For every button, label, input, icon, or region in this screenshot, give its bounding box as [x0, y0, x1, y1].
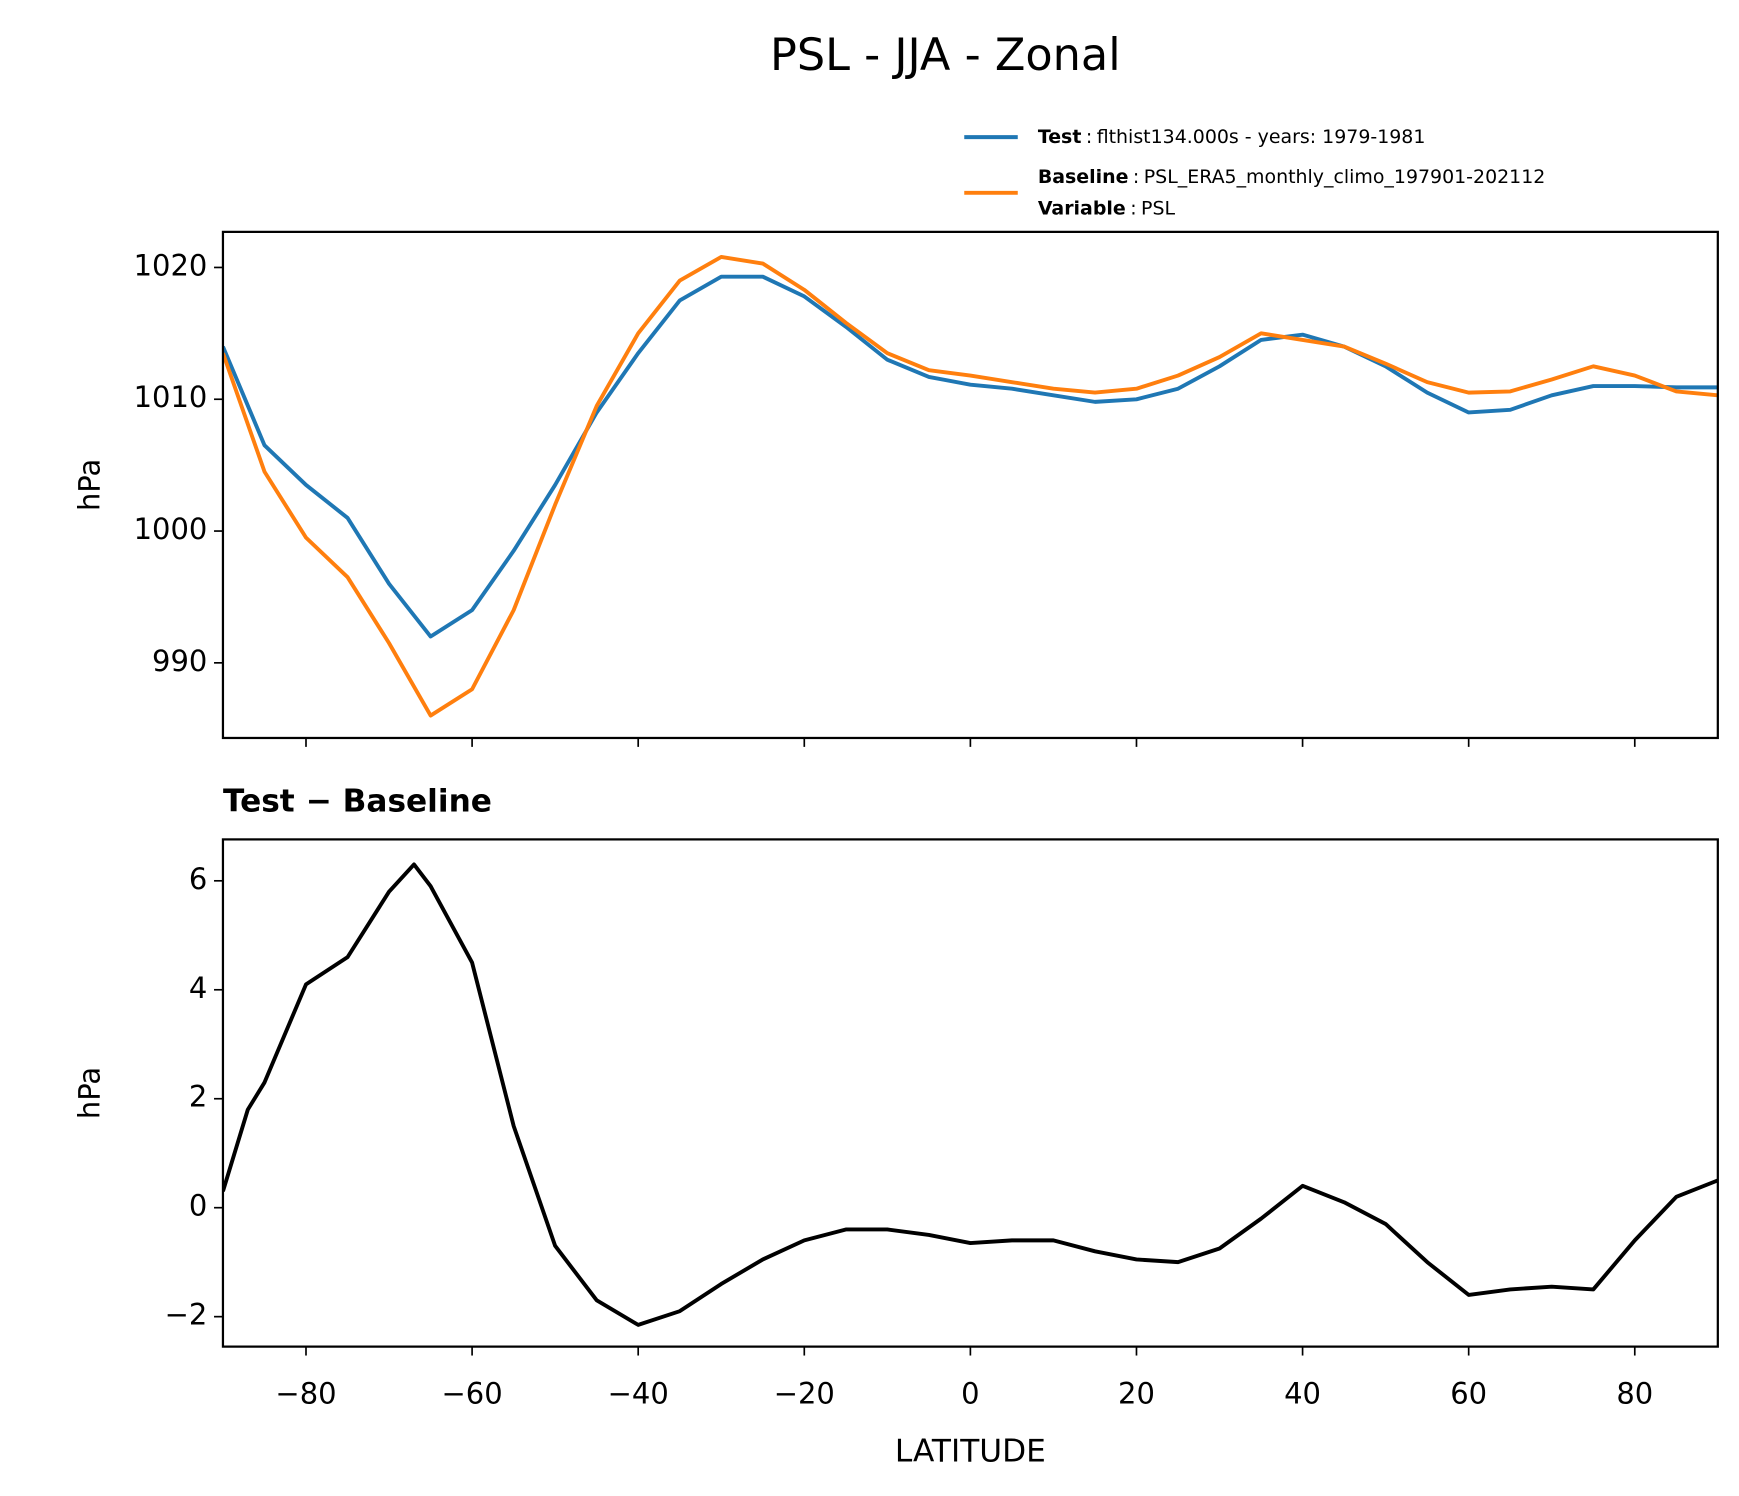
- legend-name: Baseline: [1038, 166, 1129, 188]
- legend-separator: :: [1130, 197, 1136, 219]
- x-tick-label: 0: [961, 1377, 979, 1411]
- x-tick-label: 40: [1284, 1377, 1321, 1411]
- axes-frame: [221, 838, 1719, 1348]
- x-tick-label: 60: [1450, 1377, 1487, 1411]
- y-axis-label: hPa: [72, 1067, 106, 1119]
- y-tick-label: 0: [189, 1189, 207, 1223]
- figure-title: PSL - JJA - Zonal: [770, 29, 1121, 81]
- x-tick-label: −40: [608, 1377, 669, 1411]
- series-line: [222, 862, 1718, 1327]
- y-axis-label: hPa: [72, 459, 106, 511]
- y-tick-label: 990: [152, 644, 207, 678]
- series-line: [222, 255, 1718, 718]
- x-axis-label: LATITUDE: [895, 1434, 1046, 1470]
- x-tick-label: −20: [774, 1377, 835, 1411]
- legend-description: PSL: [1141, 197, 1175, 219]
- x-tick-label: −60: [442, 1377, 503, 1411]
- axes-title: Test − Baseline: [223, 784, 492, 820]
- x-tick-label: 80: [1616, 1377, 1653, 1411]
- legend-name: Variable: [1038, 197, 1126, 219]
- y-tick-label: 6: [189, 862, 207, 896]
- y-tick-label: 1000: [134, 512, 208, 546]
- x-tick-label: 20: [1118, 1377, 1155, 1411]
- legend-entry: Test: flthist134.000s - years: 1979-1981: [1038, 126, 1426, 148]
- y-tick-label: 1010: [134, 380, 208, 414]
- legend-description: flthist134.000s - years: 1979-1981: [1097, 126, 1426, 148]
- y-tick-label: 1020: [134, 248, 208, 282]
- axes-frame: [221, 230, 1719, 740]
- y-tick-label: 4: [189, 971, 207, 1005]
- legend-entry: Variable: PSL: [1038, 197, 1176, 219]
- y-tick-label: 2: [189, 1080, 207, 1114]
- legend-description: PSL_ERA5_monthly_climo_197901-202112: [1144, 166, 1546, 188]
- series-line: [222, 274, 1718, 639]
- legend-name: Test: [1038, 126, 1082, 148]
- legend-separator: :: [1133, 166, 1139, 188]
- legend-separator: :: [1086, 126, 1092, 148]
- legend-entry: Baseline: PSL_ERA5_monthly_climo_197901-2…: [1038, 166, 1545, 188]
- y-tick-label: −2: [165, 1298, 208, 1332]
- x-tick-label: −80: [275, 1377, 336, 1411]
